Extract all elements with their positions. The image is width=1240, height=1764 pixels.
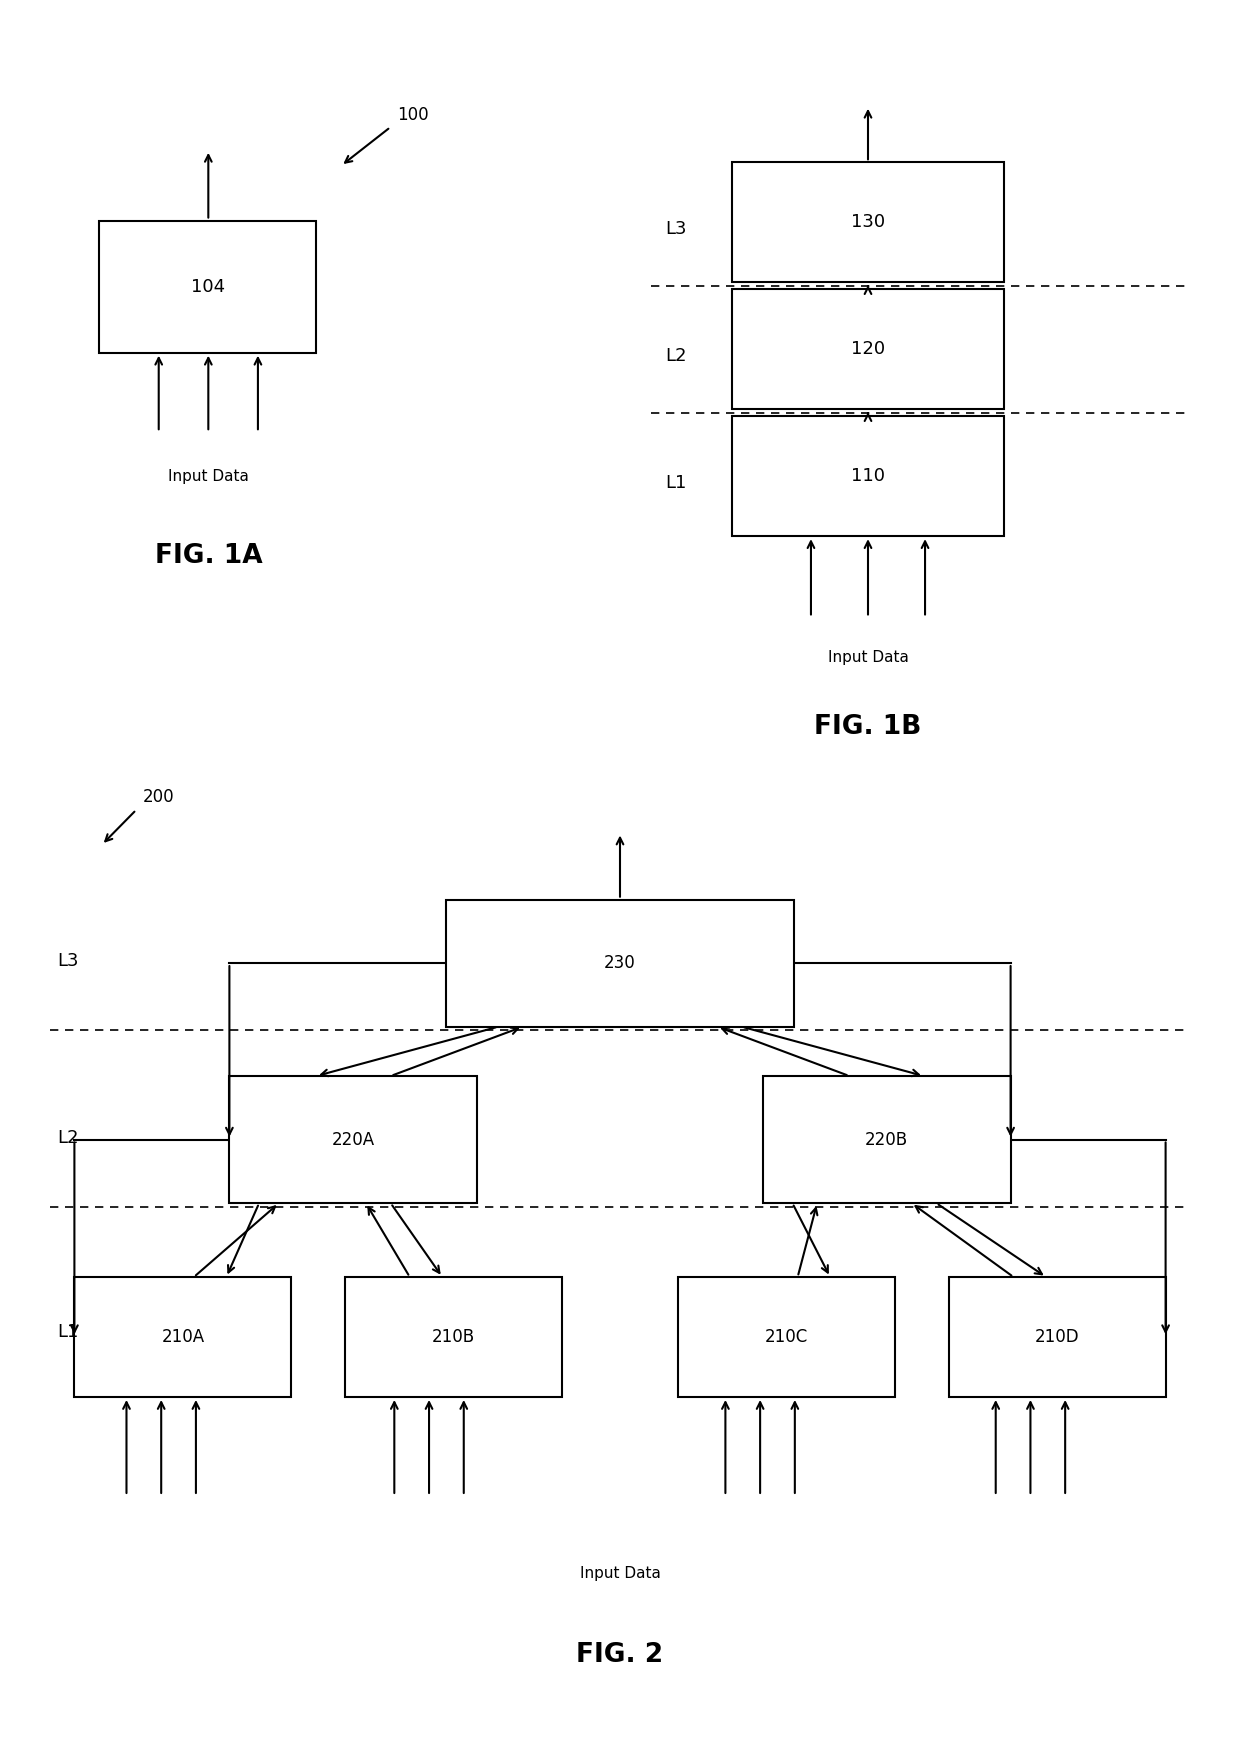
Text: 130: 130 [851,213,885,231]
Text: Input Data: Input Data [827,651,909,665]
Bar [74,1277,291,1397]
Text: 210B: 210B [432,1328,475,1346]
Bar [732,416,1004,536]
Text: L2: L2 [57,1129,79,1147]
Text: Input Data: Input Data [579,1566,661,1581]
Bar [763,1076,1011,1203]
Text: 210D: 210D [1035,1328,1079,1346]
Bar [732,289,1004,409]
Text: 100: 100 [397,106,429,123]
Text: 200: 200 [143,789,175,806]
Text: 210A: 210A [161,1328,205,1346]
Bar [949,1277,1166,1397]
Bar [446,900,794,1027]
Bar [229,1076,477,1203]
Text: L1: L1 [57,1323,79,1341]
Text: 120: 120 [851,340,885,358]
Text: FIG. 2: FIG. 2 [577,1642,663,1667]
Text: L2: L2 [665,348,687,365]
Text: L3: L3 [665,220,687,238]
Text: L1: L1 [665,475,687,492]
Text: 104: 104 [191,277,224,296]
Text: 220A: 220A [332,1131,374,1148]
Bar [678,1277,895,1397]
Bar [732,162,1004,282]
Bar [345,1277,562,1397]
Text: 220B: 220B [866,1131,908,1148]
Text: FIG. 1A: FIG. 1A [155,543,262,568]
Text: 210C: 210C [765,1328,808,1346]
Text: L3: L3 [57,953,79,970]
Text: FIG. 1B: FIG. 1B [815,714,921,739]
Bar [99,220,316,353]
Text: 230: 230 [604,954,636,972]
Text: Input Data: Input Data [167,469,249,483]
Text: 110: 110 [851,467,885,485]
